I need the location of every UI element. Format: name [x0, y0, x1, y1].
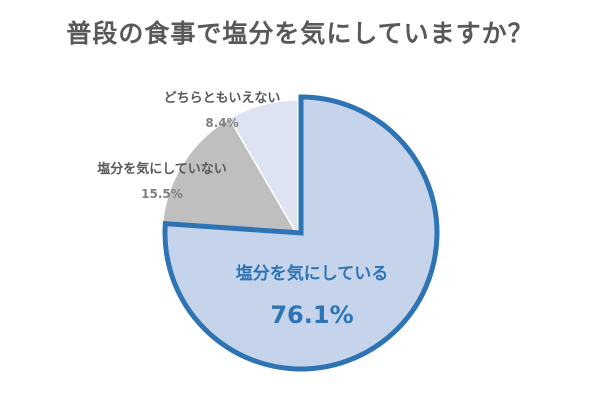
- pie-slice-2: [161, 117, 300, 237]
- pie-slices: [161, 94, 440, 372]
- pie-slice-3: [228, 99, 299, 239]
- pie-labels: 塩分を気にしている 76.1% 塩分を気にしていない 15.5% どちらともいえない 8.…: [97, 91, 388, 329]
- slice-value-label-2: 15.5%: [141, 187, 183, 201]
- slice-value-label-1: 76.1%: [270, 301, 353, 329]
- slice-label-1: 塩分を気にしている: [236, 263, 389, 284]
- slice-label-2: 塩分を気にしていない: [97, 161, 227, 177]
- chart-title: 普段の食事で塩分を気にしていますか？: [66, 19, 534, 48]
- pie-slice-1: [162, 94, 440, 372]
- slice-label-3: どちらともいえない: [164, 91, 281, 106]
- slice-value-label-3: 8.4%: [205, 116, 238, 130]
